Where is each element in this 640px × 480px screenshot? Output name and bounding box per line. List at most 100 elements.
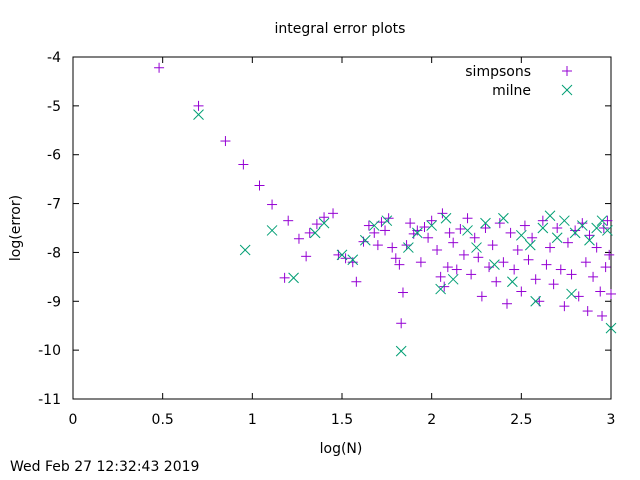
milne-point <box>498 212 509 224</box>
milne-point <box>395 345 407 357</box>
milne-point <box>359 234 371 246</box>
simpsons-point <box>319 212 330 223</box>
simpsons-point <box>254 180 265 191</box>
simpsons-point <box>462 213 473 224</box>
simpsons-point <box>580 257 591 268</box>
y-tick-label: -9 <box>47 294 61 310</box>
simpsons-point <box>519 220 530 231</box>
simpsons-point <box>595 286 606 297</box>
simpsons-point <box>455 223 466 234</box>
simpsons-point <box>442 262 453 273</box>
milne-point <box>462 225 473 236</box>
simpsons-point <box>588 271 599 282</box>
simpsons-point <box>397 287 408 298</box>
x-tick-label: 2.5 <box>510 412 532 428</box>
simpsons-point <box>487 240 498 251</box>
simpsons-point <box>555 264 566 275</box>
legend-label: simpsons <box>465 64 531 80</box>
milne-point <box>239 244 251 256</box>
simpsons-point <box>415 257 426 268</box>
milne-point <box>480 217 491 229</box>
simpsons-point <box>423 232 434 243</box>
simpsons-point <box>516 286 527 297</box>
legend-label: milne <box>492 83 531 99</box>
simpsons-point <box>390 253 401 264</box>
milne-point <box>381 215 393 227</box>
milne-point <box>605 322 617 334</box>
milne-point <box>447 273 459 285</box>
milne-point <box>551 232 563 244</box>
simpsons-point <box>405 218 416 229</box>
x-tick-label: 1 <box>248 412 257 428</box>
simpsons-point <box>193 100 204 111</box>
simpsons-point <box>458 249 469 260</box>
y-tick-label: -11 <box>38 392 61 408</box>
simpsons-point <box>494 218 505 229</box>
x-tick-label: 2 <box>427 412 436 428</box>
simpsons-point <box>597 310 608 321</box>
milne-point <box>584 234 595 246</box>
simpsons-point <box>394 259 405 270</box>
simpsons-point <box>469 232 480 243</box>
simpsons-point <box>444 227 455 238</box>
legend: simpsons milne <box>465 64 573 99</box>
axis-layer: 0 0.5 1 1.5 2 2.5 3 -11 -10 -9 -8 -7 -6 -5 -4 <box>38 50 615 428</box>
milne-point <box>402 242 414 253</box>
simpsons-point <box>591 242 602 253</box>
simpsons-point <box>577 218 588 229</box>
simpsons-point <box>562 237 573 248</box>
simpsons-point <box>154 62 165 73</box>
x-tick-label: 0.5 <box>152 412 174 428</box>
simpsons-point <box>505 227 516 238</box>
simpsons-point <box>582 306 593 317</box>
y-tick-label: -5 <box>47 99 61 115</box>
simpsons-point <box>372 240 383 251</box>
milne-point <box>489 259 500 270</box>
simpsons-point <box>573 291 584 302</box>
simpsons-point <box>523 254 534 265</box>
simpsons-point <box>570 225 581 236</box>
simpsons-point <box>419 222 430 233</box>
legend-marker <box>562 66 572 76</box>
milne-point <box>537 222 549 234</box>
x-tick-label: 3 <box>607 412 616 428</box>
simpsons-point <box>363 220 374 231</box>
simpsons-point <box>432 244 443 255</box>
simpsons-point <box>304 227 315 238</box>
simpsons-point <box>293 233 304 244</box>
milne-point <box>318 217 330 229</box>
simpsons-point <box>527 232 538 243</box>
x-axis-label: log(N) <box>320 441 363 457</box>
simpsons-point <box>604 249 615 260</box>
simpsons-point <box>566 269 577 280</box>
simpsons-point <box>426 215 437 226</box>
simpsons-point <box>238 159 249 170</box>
milne-point <box>309 227 321 239</box>
legend-marker <box>561 84 573 96</box>
simpsons-point <box>598 223 609 233</box>
simpsons-point <box>480 223 491 233</box>
milne-point <box>288 272 299 284</box>
simpsons-point <box>347 257 358 268</box>
milne-point <box>336 249 348 261</box>
simpsons-point <box>466 269 477 280</box>
milne-point <box>266 225 278 236</box>
y-tick-label: -4 <box>47 50 61 66</box>
simpsons-point <box>559 301 570 312</box>
simpsons-point <box>512 244 523 255</box>
simpsons-point <box>602 215 613 226</box>
simpsons-point <box>498 257 509 268</box>
y-tick-label: -6 <box>47 148 61 164</box>
y-tick-label: -10 <box>38 343 61 359</box>
simpsons-point <box>369 227 380 238</box>
simpsons-point <box>448 237 459 248</box>
simpsons-point <box>451 264 462 275</box>
simpsons-point <box>541 259 552 270</box>
y-tick-label: -7 <box>47 197 61 213</box>
milne-point <box>435 283 446 295</box>
simpsons-point <box>387 242 398 253</box>
simpsons-point <box>606 288 616 299</box>
simpsons-point <box>584 230 595 241</box>
simpsons-point <box>476 291 487 302</box>
